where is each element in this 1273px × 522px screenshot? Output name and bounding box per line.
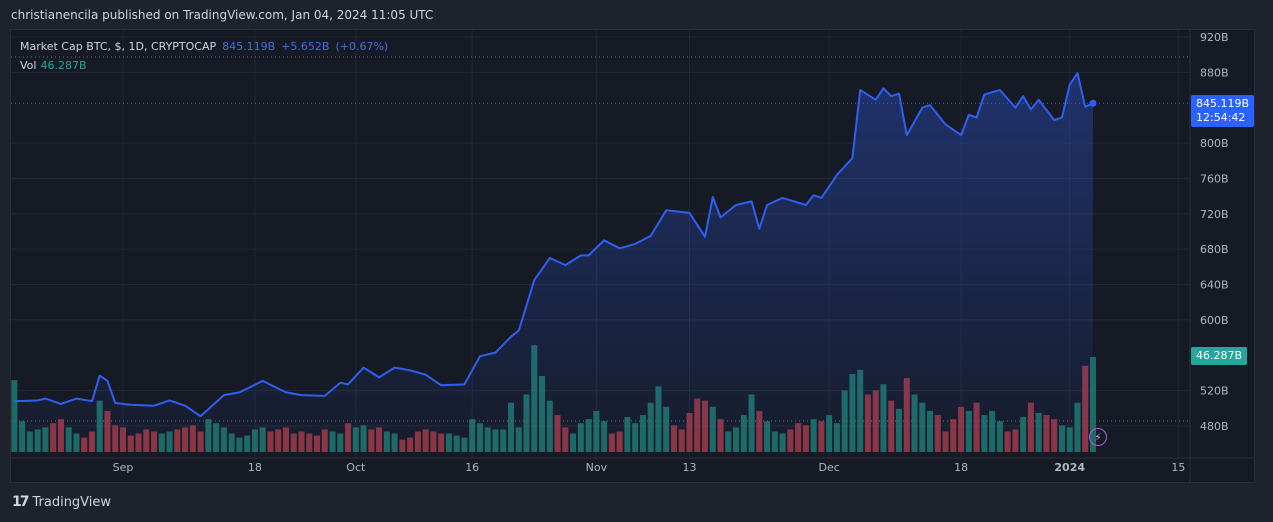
tradingview-mark-icon: 17 (12, 494, 30, 510)
volume-label: Vol (20, 59, 37, 72)
volume-badge: 46.287B (1191, 347, 1248, 365)
volume-bar (11, 380, 18, 452)
x-tick-label: 2024 (1054, 461, 1085, 474)
x-tick-label: 18 (954, 461, 968, 474)
logo-text: TradingView (32, 494, 112, 510)
publish-info: christianencila published on TradingView… (11, 8, 434, 22)
change-percent: (+0.67%) (335, 40, 389, 53)
y-tick-label: 800B (1200, 137, 1229, 150)
lightning-icon[interactable]: ⚡ (1089, 428, 1107, 446)
y-tick-label: 600B (1200, 314, 1229, 327)
price-line (14, 72, 1094, 418)
change-value: +5.652B (281, 40, 330, 53)
symbol-legend: Market Cap BTC, $, 1D, CRYPTOCAP 845.119B… (20, 40, 388, 53)
volume-legend: Vol 46.287B (20, 59, 87, 72)
price-area (14, 73, 1094, 452)
y-tick-label: 680B (1200, 243, 1229, 256)
y-tick-label: 880B (1200, 66, 1229, 79)
price-badge: 845.119B 12:54:42 (1191, 95, 1255, 127)
y-tick-label: 520B (1200, 385, 1229, 398)
y-tick-label: 480B (1200, 420, 1229, 433)
countdown: 12:54:42 (1196, 111, 1246, 124)
x-tick-label: 16 (465, 461, 479, 474)
symbol-title: Market Cap BTC, $, 1D, CRYPTOCAP (20, 40, 217, 53)
y-tick-label: 920B (1200, 31, 1229, 44)
x-tick-label: Dec (819, 461, 840, 474)
x-tick-label: 15 (1171, 461, 1185, 474)
last-price-dot (1089, 99, 1097, 107)
x-tick-label: Oct (346, 461, 366, 474)
volume-value: 46.287B (40, 59, 87, 72)
y-tick-label: 640B (1200, 279, 1229, 292)
y-tick-label: 760B (1200, 172, 1229, 185)
x-tick-label: 13 (682, 461, 696, 474)
price-badge-value: 845.119B (1196, 97, 1250, 110)
tradingview-logo[interactable]: 17 TradingView (12, 494, 111, 510)
last-value: 845.119B (222, 40, 276, 53)
x-tick-label: 18 (248, 461, 262, 474)
x-tick-label: Sep (113, 461, 134, 474)
x-tick-label: Nov (586, 461, 608, 474)
y-tick-label: 720B (1200, 208, 1229, 221)
